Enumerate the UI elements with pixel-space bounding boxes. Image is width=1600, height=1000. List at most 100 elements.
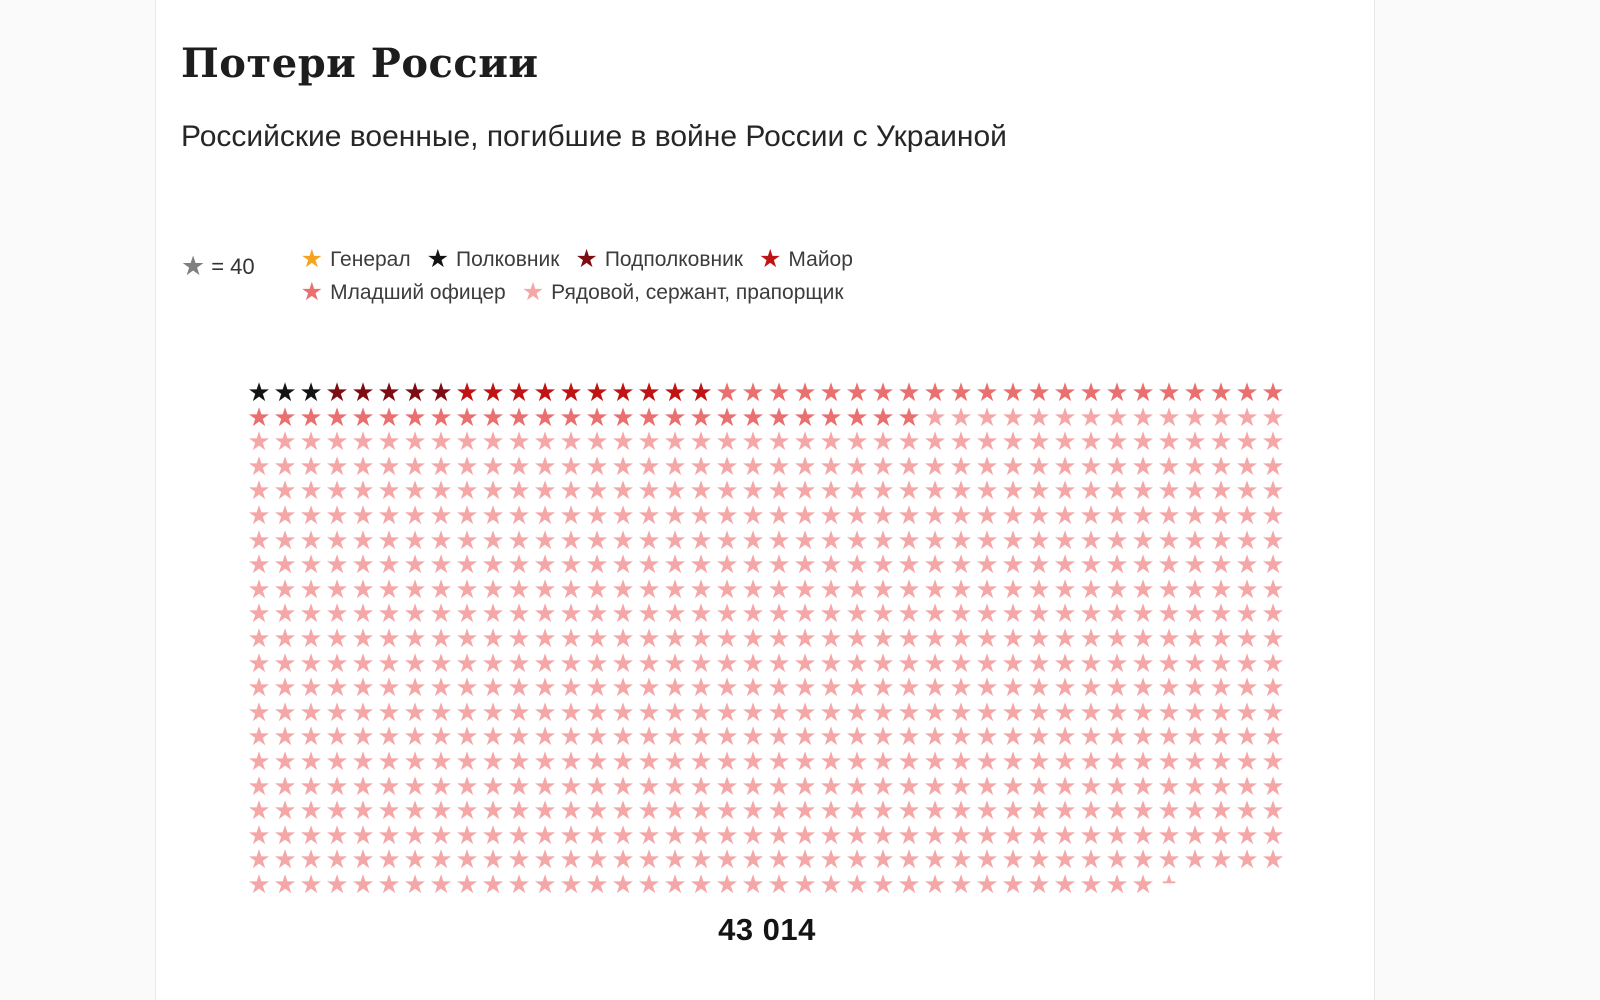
star-unit: ★ <box>819 820 843 851</box>
star-unit: ★ <box>1209 697 1233 728</box>
star-unit: ★ <box>1183 525 1207 556</box>
star-unit: ★ <box>689 599 713 630</box>
star-unit: ★ <box>377 574 401 605</box>
star-unit: ★ <box>585 673 609 704</box>
star-unit: ★ <box>1183 697 1207 728</box>
unit-star-icon: ★ <box>181 251 206 281</box>
star-unit: ★ <box>1157 820 1181 851</box>
star-unit: ★ <box>507 378 531 408</box>
star-unit: ★ <box>871 378 895 408</box>
star-unit: ★ <box>429 771 453 802</box>
star-unit: ★ <box>689 451 713 482</box>
star-unit: ★ <box>741 820 765 851</box>
star-unit: ★ <box>715 820 739 851</box>
star-unit: ★ <box>1027 722 1051 753</box>
legend-star-icon: ★ <box>759 245 782 273</box>
star-unit: ★ <box>481 820 505 851</box>
star-unit: ★ <box>273 697 297 728</box>
star-unit: ★ <box>1079 451 1103 482</box>
star-unit: ★ <box>455 869 479 900</box>
star-unit: ★ <box>351 623 375 654</box>
star-unit: ★ <box>689 648 713 679</box>
star-unit: ★ <box>403 648 427 679</box>
star-unit: ★ <box>559 402 583 433</box>
star-unit: ★ <box>689 574 713 605</box>
star-unit: ★ <box>897 673 921 704</box>
star-unit: ★ <box>481 722 505 753</box>
star-unit: ★ <box>1131 427 1155 458</box>
star-unit: ★ <box>1183 378 1207 408</box>
star-unit: ★ <box>975 378 999 408</box>
star-unit: ★ <box>1209 722 1233 753</box>
unit-value-label: = 40 <box>211 253 255 279</box>
star-unit: ★ <box>793 476 817 507</box>
star-unit: ★ <box>429 845 453 876</box>
star-unit: ★ <box>741 574 765 605</box>
star-unit: ★ <box>975 525 999 556</box>
star-unit: ★ <box>741 648 765 679</box>
star-unit: ★ <box>299 451 323 482</box>
star-unit: ★ <box>715 845 739 876</box>
star-unit: ★ <box>767 599 791 630</box>
star-unit: ★ <box>377 427 401 458</box>
star-unit: ★ <box>1001 550 1025 581</box>
star-unit: ★ <box>1131 476 1155 507</box>
star-unit: ★ <box>845 402 869 433</box>
star-unit: ★ <box>1261 623 1285 654</box>
star-unit: ★ <box>1027 623 1051 654</box>
star-unit: ★ <box>845 820 869 851</box>
star-unit: ★ <box>637 820 661 851</box>
star-unit: ★ <box>1157 525 1181 556</box>
star-unit: ★ <box>741 771 765 802</box>
star-unit: ★ <box>325 697 349 728</box>
star-unit: ★ <box>1105 451 1129 482</box>
star-unit: ★ <box>559 673 583 704</box>
star-unit: ★ <box>585 869 609 900</box>
star-unit: ★ <box>1027 648 1051 679</box>
star-unit: ★ <box>949 451 973 482</box>
star-unit: ★ <box>663 746 687 777</box>
star-unit: ★ <box>559 574 583 605</box>
star-unit: ★ <box>637 869 661 900</box>
star-unit: ★ <box>845 574 869 605</box>
star-unit: ★ <box>507 746 531 777</box>
star-unit: ★ <box>715 623 739 654</box>
star-unit: ★ <box>1261 427 1285 458</box>
star-unit: ★ <box>923 820 947 851</box>
star-unit: ★ <box>819 451 843 482</box>
star-unit: ★ <box>663 402 687 433</box>
star-unit: ★ <box>793 550 817 581</box>
star-unit: ★ <box>1105 722 1129 753</box>
star-unit: ★ <box>533 427 557 458</box>
star-unit: ★ <box>871 673 895 704</box>
star-unit: ★ <box>299 648 323 679</box>
star-unit: ★ <box>403 402 427 433</box>
star-unit: ★ <box>559 746 583 777</box>
legend-item-label: Генерал <box>330 247 411 271</box>
star-unit: ★ <box>559 869 583 900</box>
star-unit: ★ <box>299 796 323 827</box>
star-unit: ★ <box>429 648 453 679</box>
star-unit: ★ <box>1105 402 1129 433</box>
star-unit: ★ <box>1235 378 1259 408</box>
star-unit: ★ <box>273 451 297 482</box>
star-unit: ★ <box>455 623 479 654</box>
star-unit: ★ <box>637 476 661 507</box>
star-unit: ★ <box>481 378 505 408</box>
star-unit: ★ <box>1157 623 1181 654</box>
star-unit: ★ <box>1001 673 1025 704</box>
star-unit: ★ <box>793 623 817 654</box>
star-unit: ★ <box>455 771 479 802</box>
star-unit: ★ <box>247 845 271 876</box>
star-unit: ★ <box>273 623 297 654</box>
star-unit: ★ <box>1131 500 1155 531</box>
star-unit: ★ <box>1001 623 1025 654</box>
star-unit: ★ <box>1053 771 1077 802</box>
star-unit: ★ <box>403 550 427 581</box>
star-unit: ★ <box>377 500 401 531</box>
star-unit: ★ <box>403 427 427 458</box>
star-unit: ★ <box>299 550 323 581</box>
star-unit: ★ <box>1157 550 1181 581</box>
star-unit: ★ <box>845 378 869 408</box>
star-unit: ★ <box>455 599 479 630</box>
